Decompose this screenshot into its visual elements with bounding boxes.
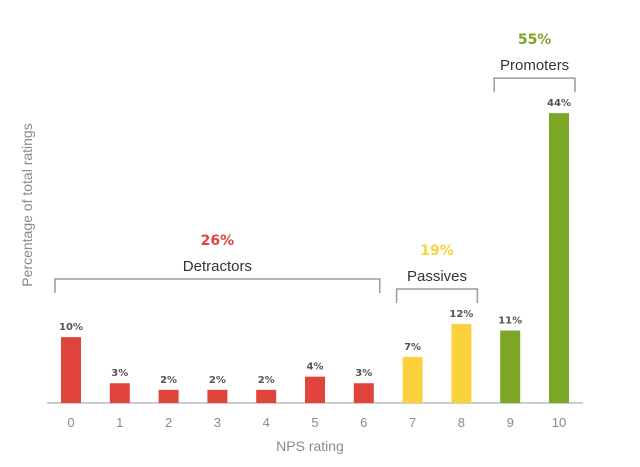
x-tick-6: 6 bbox=[360, 415, 367, 430]
bracket-detractors bbox=[54, 278, 381, 293]
bracket-promoters bbox=[493, 77, 576, 93]
data-label-7: 7% bbox=[404, 342, 421, 353]
bar-4 bbox=[256, 389, 277, 403]
x-tick-10: 10 bbox=[552, 415, 566, 430]
data-label-2: 2% bbox=[160, 375, 177, 386]
x-tick-3: 3 bbox=[214, 415, 221, 430]
x-tick-4: 4 bbox=[263, 415, 270, 430]
x-tick-1: 1 bbox=[116, 415, 123, 430]
x-tick-9: 9 bbox=[507, 415, 514, 430]
x-tick-5: 5 bbox=[311, 415, 318, 430]
bracket-passives bbox=[395, 288, 479, 303]
group-name-detractors: Detractors bbox=[183, 258, 252, 275]
group-percent-passives: 19% bbox=[420, 243, 454, 259]
bar-8 bbox=[451, 323, 472, 403]
group-percent-promoters: 55% bbox=[518, 32, 552, 48]
x-axis-label: NPS rating bbox=[276, 438, 344, 454]
data-label-8: 12% bbox=[449, 309, 473, 320]
bar-6 bbox=[353, 383, 374, 403]
bar-1 bbox=[109, 383, 130, 403]
data-label-10: 44% bbox=[547, 98, 571, 109]
data-label-3: 2% bbox=[209, 375, 226, 386]
group-brackets: Detractors 26% Passives 19% Promoters 55% bbox=[54, 32, 576, 303]
group-percent-detractors: 26% bbox=[201, 233, 235, 249]
group-name-passives: Passives bbox=[407, 268, 467, 285]
data-label-6: 3% bbox=[355, 368, 372, 379]
bar-9 bbox=[500, 330, 521, 403]
data-label-4: 2% bbox=[258, 375, 275, 386]
x-tick-8: 8 bbox=[458, 415, 465, 430]
y-axis-label: Percentage of total ratings bbox=[19, 123, 35, 286]
data-label-0: 10% bbox=[59, 322, 83, 333]
data-label-9: 11% bbox=[498, 316, 522, 327]
data-label-5: 4% bbox=[307, 362, 324, 373]
bar-2 bbox=[158, 389, 179, 403]
bar-0 bbox=[61, 337, 81, 403]
bar-5 bbox=[305, 376, 325, 403]
bars-group: 10%03%12%22%32%44%53%67%712%811%944%10 bbox=[59, 98, 571, 430]
x-tick-2: 2 bbox=[165, 415, 172, 430]
group-name-promoters: Promoters bbox=[500, 57, 569, 74]
data-label-1: 3% bbox=[111, 368, 128, 379]
bar-3 bbox=[207, 389, 228, 403]
bar-10 bbox=[549, 113, 569, 403]
x-tick-7: 7 bbox=[409, 415, 416, 430]
x-tick-0: 0 bbox=[67, 415, 74, 430]
bar-7 bbox=[402, 356, 423, 403]
